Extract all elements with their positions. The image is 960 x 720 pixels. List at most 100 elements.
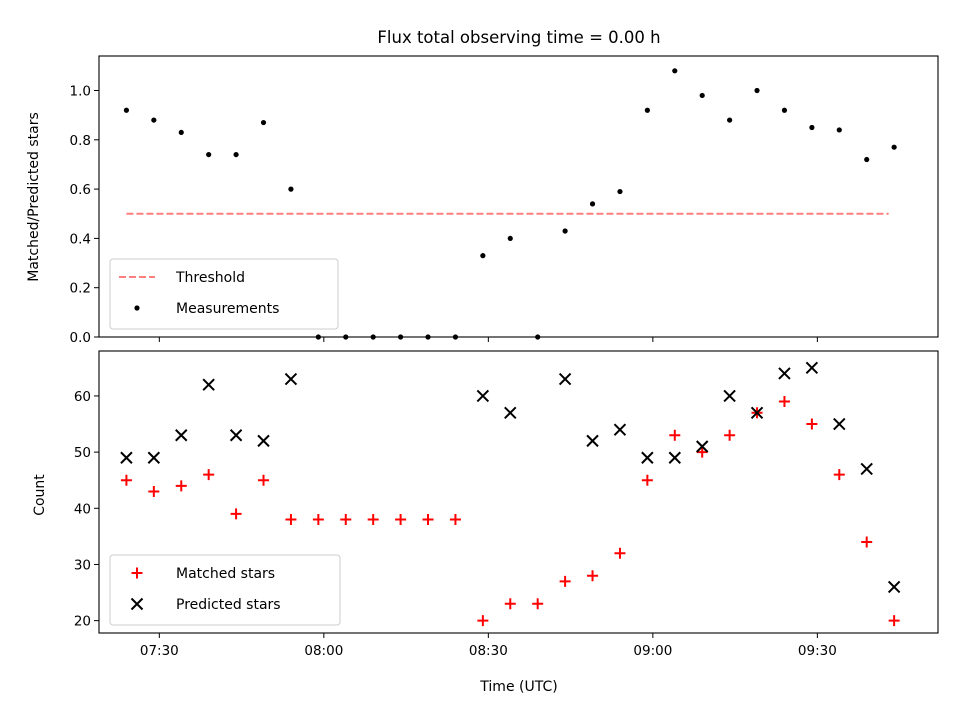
predicted-stars-point (175, 429, 188, 442)
predicted-stars-point (586, 434, 599, 448)
predicted-stars-point (778, 367, 791, 380)
predicted-stars-point (860, 462, 873, 476)
predicted-stars-point (887, 580, 901, 594)
x-axis-label: Time (UTC) (479, 679, 557, 695)
panel-1: 0.0 0.2 0.4 0.6 0.8 1.0 Threshold Measurements (70, 55, 939, 346)
measurements-point (288, 186, 294, 192)
legend-predicted-marker (130, 597, 144, 611)
matched-stars-point (422, 514, 434, 526)
legend-measurements-marker (134, 305, 140, 311)
predicted-stars-point (257, 434, 270, 448)
measurements-point (589, 201, 596, 207)
matched-stars-point (888, 615, 900, 627)
panel-frame (98, 350, 939, 634)
predicted-stars-point (229, 429, 243, 442)
legend-label: Predicted stars (176, 597, 281, 613)
measurements-point (151, 117, 157, 123)
matched-stars-point (559, 575, 571, 587)
measurements-point (864, 156, 870, 163)
legend-matched-marker (131, 567, 143, 579)
matched-stars-point (641, 474, 653, 486)
predicted-stars-point (120, 451, 133, 464)
top-y-axis-label: Matched/Predicted stars (26, 112, 42, 282)
x-tick-label: 08:30 (469, 643, 508, 659)
panel-frame (98, 55, 939, 338)
matched-stars-point (833, 469, 845, 481)
y-tick-label: 0.0 (70, 330, 91, 346)
measurements-point (617, 188, 623, 195)
predicted-stars-point (476, 389, 490, 403)
y-tick-label: 0.4 (70, 231, 91, 247)
measurements-point (754, 87, 760, 94)
legend-label: Measurements (176, 301, 279, 317)
measurements-point (781, 107, 788, 113)
legend-box (109, 258, 339, 330)
legend-label: Threshold (175, 270, 245, 286)
matched-stars-point (614, 547, 626, 559)
matched-stars-point (395, 514, 407, 526)
matched-stars-point (340, 514, 352, 526)
measurements-point (891, 144, 897, 150)
predicted-stars-point (558, 372, 572, 386)
matched-stars-point (230, 508, 242, 520)
measurements-point (233, 151, 239, 158)
matched-stars-point (175, 480, 187, 492)
matched-stars-point (449, 514, 461, 526)
legend-label: Matched stars (176, 566, 275, 582)
matched-stars-point (724, 429, 736, 441)
y-tick-label: 1.0 (70, 84, 91, 100)
bottom-y-axis-label: Count (32, 474, 48, 516)
measurements-point (809, 124, 815, 131)
matched-stars-point (806, 418, 818, 430)
legend-box (109, 554, 341, 626)
y-tick-label: 40 (74, 501, 91, 517)
x-tick-label: 09:30 (798, 643, 837, 659)
measurements-point (260, 119, 267, 126)
matched-stars-point (285, 514, 297, 526)
predicted-stars-point (750, 406, 764, 420)
x-tick-label: 07:30 (140, 643, 179, 659)
matched-stars-point (367, 514, 379, 526)
predicted-stars-point (504, 406, 517, 420)
y-tick-label: 0.2 (70, 281, 91, 297)
matched-stars-point (587, 570, 599, 582)
predicted-stars-point (641, 451, 654, 464)
y-tick-label: 60 (74, 389, 91, 405)
matched-stars-point (477, 615, 489, 627)
measurements-point (178, 129, 184, 136)
predicted-stars-point (833, 417, 846, 431)
matched-stars-point (504, 598, 516, 610)
chart-title: Flux total observing time = 0.00 h (377, 28, 660, 47)
predicted-stars-point (695, 440, 709, 453)
y-tick-label: 50 (74, 445, 91, 461)
y-tick-label: 0.8 (70, 133, 91, 149)
plot-layer: 0.0 0.2 0.4 0.6 0.8 1.0 Threshold Measurements 2… (70, 55, 939, 659)
predicted-stars-point (284, 372, 298, 386)
measurements-point (727, 117, 733, 123)
measurements-point (123, 107, 130, 113)
x-tick-label: 08:00 (304, 643, 343, 659)
matched-stars-point (778, 396, 790, 408)
measurements-point (507, 235, 513, 242)
measurements-point (644, 107, 650, 113)
y-tick-label: 20 (74, 614, 91, 630)
matched-stars-point (203, 469, 215, 481)
measurements-point (699, 92, 705, 99)
measurements-point (672, 68, 678, 74)
measurements-point (480, 253, 486, 259)
measurements-point (836, 127, 842, 133)
predicted-stars-point (668, 451, 681, 464)
matched-stars-point (148, 485, 160, 497)
predicted-stars-point (613, 423, 627, 436)
matched-stars-point (312, 514, 324, 526)
predicted-stars-point (202, 378, 215, 391)
legend: Matched stars Predicted stars (109, 554, 341, 626)
predicted-stars-point (723, 389, 736, 403)
x-tick-label: 09:00 (633, 643, 672, 659)
y-tick-label: 0.6 (70, 182, 91, 198)
predicted-stars-point (805, 361, 819, 375)
y-tick-label: 30 (74, 557, 91, 573)
measurements-point (206, 151, 212, 158)
legend: Threshold Measurements (109, 258, 339, 330)
